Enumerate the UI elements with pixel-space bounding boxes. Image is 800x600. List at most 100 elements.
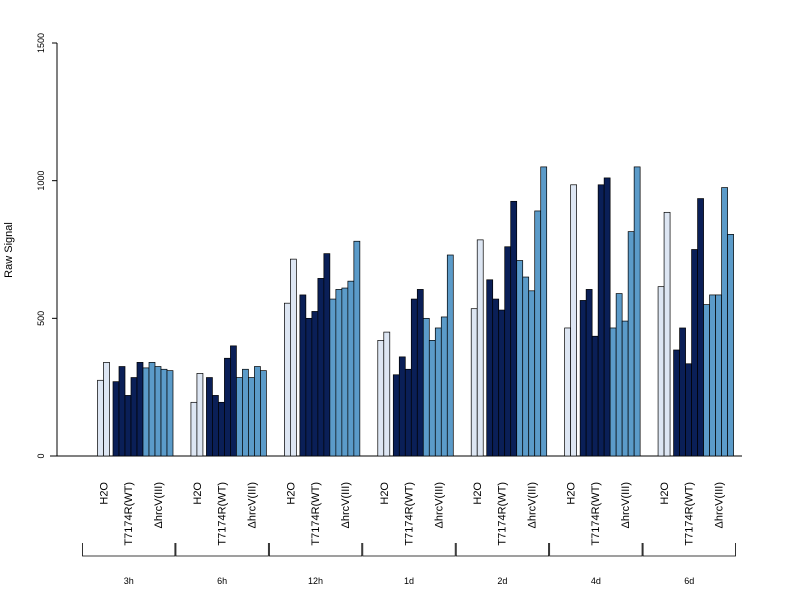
- timepoint-brackets: 3h 6h 12h 1d 2d 4d 6d: [82, 543, 736, 586]
- bar-6h-hrcv-iii-5: [260, 370, 267, 457]
- bar-4d-hrcv-iii-2: [615, 293, 623, 457]
- bar-12h-hrcv-iii-3: [341, 287, 349, 457]
- bar-12h-hrcv-iii-5: [353, 240, 361, 457]
- bracket-6d: [642, 543, 736, 557]
- timepoint-label-1d: 1d: [404, 576, 414, 586]
- bar-3h-t7174r-wt-3: [124, 395, 132, 457]
- y-tick-label: 1000: [36, 171, 46, 191]
- group-labels: H2O T7174R(WT) ΔhrcV(III) H2O T7174R(WT) Δhrc…: [99, 482, 726, 546]
- bar-12h-t7174r-wt-1: [299, 294, 307, 457]
- bracket-2d: [455, 543, 550, 557]
- bar-12h-h2o-2: [290, 258, 297, 457]
- bar-6d-t7174r-wt-5: [697, 198, 704, 457]
- group-label-3h-h2o: H2O: [99, 482, 111, 505]
- bar-3h-t7174r-wt-5: [136, 362, 144, 457]
- bar-6d-h2o-1: [657, 286, 665, 457]
- group-label-2d-h2o: H2O: [472, 482, 484, 505]
- bar-4d-t7174r-wt-1: [579, 300, 587, 457]
- group-label-2d-t7174r-wt: T7174R(WT): [497, 482, 509, 546]
- group-label-1d-h2o: H2O: [379, 482, 391, 505]
- bar-1d-hrcv-iii-2: [428, 340, 436, 457]
- bracket-4d: [549, 543, 643, 557]
- bar-4d-t7174r-wt-5: [603, 177, 611, 457]
- bar-3h-hrcv-iii-2: [148, 362, 156, 457]
- bar-2d-t7174r-wt-1: [486, 279, 494, 457]
- bar-1d-t7174r-wt-5: [416, 289, 424, 457]
- group-label-6d-hrcv-iii: ΔhrcV(III): [714, 482, 726, 528]
- bar-4d-hrcv-iii-4: [627, 231, 635, 457]
- bar-12h-h2o-1: [284, 302, 291, 457]
- group-label-3h-t7174r-wt: T7174R(WT): [123, 482, 135, 546]
- bar-1d-h2o-1: [377, 340, 385, 457]
- group-label-1d-hrcv-iii: ΔhrcV(III): [433, 482, 445, 528]
- bar-3h-h2o-1: [97, 379, 104, 457]
- bar-12h-hrcv-iii-1: [329, 298, 337, 457]
- group-label-12h-hrcv-iii: ΔhrcV(III): [340, 482, 352, 528]
- bar-1d-t7174r-wt-1: [392, 374, 400, 457]
- y-tick-label: 500: [36, 311, 46, 326]
- bar-1d-hrcv-iii-1: [422, 317, 430, 457]
- bar-6h-hrcv-iii-4: [254, 366, 261, 457]
- bar-1d-t7174r-wt-2: [398, 356, 406, 457]
- bar-6d-hrcv-iii-2: [709, 294, 716, 457]
- bar-1d-hrcv-iii-4: [440, 316, 448, 457]
- bar-6h-t7174r-wt-5: [230, 345, 237, 457]
- bar-6h-h2o-2: [196, 373, 204, 457]
- bar-2d-t7174r-wt-5: [510, 200, 518, 457]
- bar-6d-t7174r-wt-2: [679, 327, 686, 457]
- bar-2d-t7174r-wt-3: [498, 309, 506, 457]
- bar-2d-t7174r-wt-4: [504, 246, 512, 457]
- bar-1d-hrcv-iii-5: [446, 254, 454, 457]
- bar-4d-h2o-2: [570, 184, 577, 457]
- bar-1d-t7174r-wt-4: [410, 298, 418, 457]
- bar-3h-h2o-2: [103, 362, 110, 457]
- bar-2d-hrcv-iii-4: [534, 210, 542, 457]
- group-label-4d-t7174r-wt: T7174R(WT): [590, 482, 602, 546]
- timepoint-label-12h: 12h: [308, 576, 323, 586]
- bar-1d-h2o-2: [383, 331, 391, 457]
- bar-12h-hrcv-iii-2: [335, 289, 343, 457]
- bracket-3h: [82, 543, 176, 557]
- group-label-6h-h2o: H2O: [192, 482, 204, 505]
- bar-3h-t7174r-wt-4: [130, 377, 138, 457]
- bar-4d-hrcv-iii-5: [633, 166, 641, 457]
- bar-12h-t7174r-wt-3: [311, 311, 319, 457]
- bar-4d-hrcv-iii-1: [609, 327, 617, 457]
- group-label-4d-h2o: H2O: [566, 482, 578, 505]
- y-axis-label: Raw Signal: [3, 222, 15, 278]
- bar-4d-h2o-1: [564, 327, 571, 457]
- group-label-6d-t7174r-wt: T7174R(WT): [684, 482, 696, 546]
- bracket-1d: [362, 543, 456, 557]
- bar-6d-t7174r-wt-1: [673, 349, 680, 457]
- bar-6h-hrcv-iii-3: [248, 377, 255, 457]
- bar-1d-t7174r-wt-3: [404, 368, 412, 457]
- bar-12h-t7174r-wt-5: [323, 253, 331, 457]
- bar-6d-t7174r-wt-4: [691, 249, 698, 457]
- bar-12h-t7174r-wt-2: [305, 317, 313, 457]
- bar-6h-t7174r-wt-1: [206, 377, 213, 457]
- bar-2d-hrcv-iii-5: [540, 166, 548, 457]
- bar-2d-hrcv-iii-1: [516, 260, 524, 457]
- bar-6h-hrcv-iii-2: [242, 368, 249, 457]
- y-axis: 0 500 1000 1500: [36, 33, 58, 459]
- bar-12h-t7174r-wt-4: [317, 278, 325, 457]
- bracket-12h: [268, 543, 363, 557]
- bar-3h-hrcv-iii-3: [154, 366, 162, 457]
- bar-6d-t7174r-wt-3: [685, 363, 692, 457]
- group-label-6h-t7174r-wt: T7174R(WT): [216, 482, 228, 546]
- bar-2d-t7174r-wt-2: [492, 298, 500, 457]
- group-label-1d-t7174r-wt: T7174R(WT): [403, 482, 415, 546]
- bar-2d-hrcv-iii-3: [528, 290, 536, 457]
- bar-6d-h2o-2: [663, 211, 671, 457]
- bar-6h-t7174r-wt-4: [224, 357, 231, 457]
- group-label-12h-h2o: H2O: [285, 482, 297, 505]
- bar-6h-t7174r-wt-2: [212, 395, 219, 457]
- bar-3h-hrcv-iii-5: [166, 370, 174, 457]
- bar-4d-t7174r-wt-4: [597, 184, 605, 457]
- timepoint-label-2d: 2d: [497, 576, 507, 586]
- bar-4d-t7174r-wt-3: [591, 335, 599, 457]
- bar-3h-hrcv-iii-1: [142, 367, 150, 457]
- group-label-6h-hrcv-iii: ΔhrcV(III): [246, 482, 258, 528]
- bar-3h-hrcv-iii-4: [160, 368, 168, 457]
